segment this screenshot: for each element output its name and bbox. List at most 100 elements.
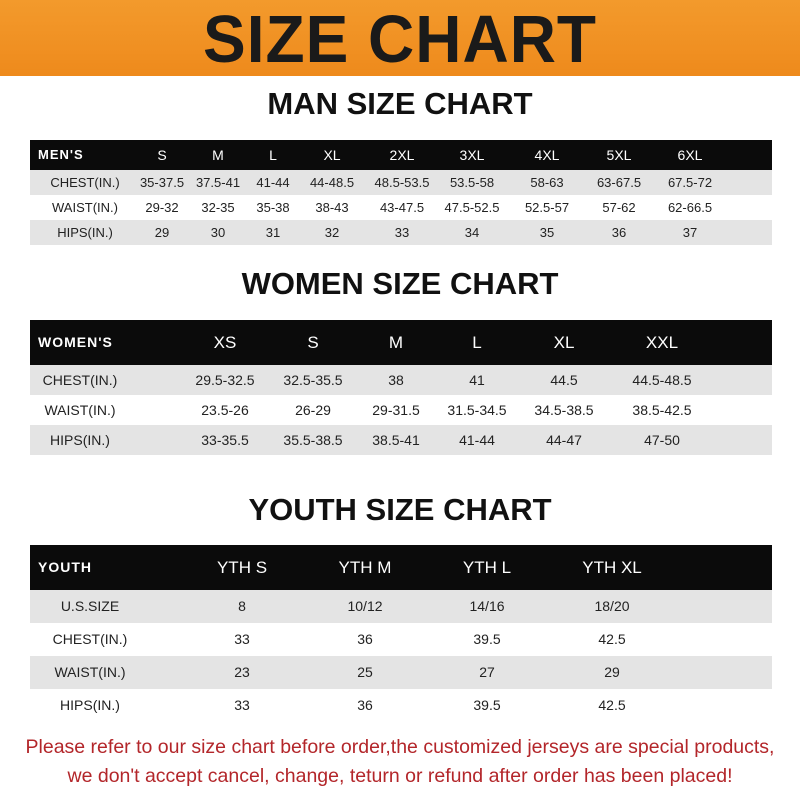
size-value: 35 [539, 225, 555, 240]
size-header: XL [323, 147, 341, 163]
size-value: 36 [357, 631, 373, 647]
size-value: 36 [611, 225, 627, 240]
size-value: 38.5-41 [372, 432, 420, 448]
size-value: 35.5-38.5 [283, 432, 343, 448]
size-value: 10/12 [347, 598, 383, 614]
table-header-row: MEN'S S M L XL 2XL 3XL 4XL 5XL 6XL [30, 140, 772, 170]
size-value: 14/16 [469, 598, 505, 614]
table-group-label: YOUTH [38, 559, 92, 575]
size-value: 62-66.5 [667, 200, 713, 215]
banner-title: SIZE CHART [203, 1, 597, 77]
size-value: 44-47 [546, 432, 582, 448]
size-value: 8 [238, 598, 246, 614]
size-header: L [472, 333, 482, 352]
banner: SIZE CHART [0, 0, 800, 77]
order-notice-line-1: Please refer to our size chart before or… [25, 736, 775, 758]
size-value: 33 [234, 631, 250, 647]
size-value: 36 [357, 697, 373, 713]
size-value: 31 [265, 225, 281, 240]
table-row: CHEST(IN.) 33 36 39.5 42.5 [30, 623, 772, 656]
measurement-label: CHEST(IN.) [42, 372, 118, 388]
size-value: 32 [324, 225, 340, 240]
size-value: 41 [469, 372, 485, 388]
measurement-label: WAIST(IN.) [52, 200, 118, 215]
size-value: 58-63 [530, 175, 564, 190]
size-value: 47-50 [644, 432, 680, 448]
size-value: 37 [682, 225, 698, 240]
men-size-table: MEN'S S M L XL 2XL 3XL 4XL 5XL 6XL CHEST(IN.) 35-37… [30, 140, 772, 245]
size-value: 42.5 [598, 697, 626, 713]
size-value: 23.5-26 [201, 402, 249, 418]
measurement-label: CHEST(IN.) [52, 631, 128, 647]
size-header: 3XL [459, 147, 485, 163]
order-notice-line-2: we don't accept cancel, change, teturn o… [67, 765, 733, 787]
measurement-label: WAIST(IN.) [44, 402, 116, 418]
table-header-row: WOMEN'S XS S M L XL XXL [30, 320, 772, 365]
size-header: L [269, 147, 277, 163]
size-value: 37.5-41 [195, 175, 241, 190]
size-header: M [212, 147, 224, 163]
size-value: 48.5-53.5 [374, 175, 430, 190]
size-value: 42.5 [598, 631, 626, 647]
table-row: WAIST(IN.) 23 25 27 29 [30, 656, 772, 689]
size-header: YTH M [338, 558, 392, 577]
size-value: 43-47.5 [379, 200, 425, 215]
size-value: 29 [154, 225, 170, 240]
size-value: 39.5 [473, 697, 501, 713]
size-value: 29-32 [145, 200, 179, 215]
table-row: HIPS(IN.) 33 36 39.5 42.5 [30, 689, 772, 722]
table-row: WAIST(IN.) 23.5-26 26-29 29-31.5 31.5-34.5 34… [30, 395, 772, 425]
size-value: 33 [394, 225, 410, 240]
size-value: 27 [479, 664, 495, 680]
size-value: 44-48.5 [309, 175, 355, 190]
table-group-label: WOMEN'S [38, 334, 113, 350]
size-value: 44.5 [550, 372, 578, 388]
size-value: 41-44 [256, 175, 290, 190]
size-header: YTH L [462, 558, 512, 577]
size-value: 38-43 [315, 200, 349, 215]
size-value: 31.5-34.5 [447, 402, 507, 418]
size-header: XL [553, 333, 575, 352]
size-header: S [307, 333, 319, 352]
size-value: 34.5-38.5 [534, 402, 594, 418]
women-size-table: WOMEN'S XS S M L XL XXL CHEST(IN.) 29.5-32.5 32.5… [30, 320, 772, 455]
size-value: 26-29 [295, 402, 331, 418]
table-row: WAIST(IN.) 29-32 32-35 35-38 38-43 43-47.5 47.… [30, 195, 772, 220]
size-value: 25 [357, 664, 373, 680]
size-value: 44.5-48.5 [632, 372, 692, 388]
size-header: 2XL [389, 147, 415, 163]
size-value: 34 [464, 225, 480, 240]
size-value: 38.5-42.5 [632, 402, 692, 418]
size-value: 30 [210, 225, 226, 240]
women-section-title: WOMEN SIZE CHART [241, 266, 559, 301]
size-header: 4XL [534, 147, 560, 163]
table-row: HIPS(IN.) 29 30 31 32 33 34 35 36 37 [30, 220, 772, 245]
size-value: 32.5-35.5 [283, 372, 343, 388]
size-header: YTH S [216, 558, 268, 577]
size-header: YTH XL [582, 558, 642, 577]
measurement-label: HIPS(IN.) [50, 432, 110, 448]
measurement-label: WAIST(IN.) [54, 664, 126, 680]
men-section-title: MAN SIZE CHART [267, 86, 533, 121]
size-value: 23 [234, 664, 250, 680]
measurement-label: CHEST(IN.) [50, 175, 120, 190]
table-row: HIPS(IN.) 33-35.5 35.5-38.5 38.5-41 41-44 44-… [30, 425, 772, 455]
youth-size-table: YOUTH YTH S YTH M YTH L YTH XL U.S.SIZE 8 10/12… [30, 545, 772, 722]
measurement-label: HIPS(IN.) [60, 697, 120, 713]
table-row: U.S.SIZE 8 10/12 14/16 18/20 [30, 590, 772, 623]
size-header: XS [213, 333, 237, 352]
size-value: 41-44 [459, 432, 495, 448]
size-header: 5XL [606, 147, 632, 163]
measurement-label: U.S.SIZE [60, 598, 120, 614]
size-value: 67.5-72 [667, 175, 713, 190]
size-value: 18/20 [594, 598, 630, 614]
size-value: 33 [234, 697, 250, 713]
size-header: S [157, 147, 167, 163]
table-group-label: MEN'S [38, 147, 84, 162]
table-row: CHEST(IN.) 29.5-32.5 32.5-35.5 38 41 44.5 44.5… [30, 365, 772, 395]
size-value: 63-67.5 [596, 175, 642, 190]
size-value: 29-31.5 [372, 402, 420, 418]
size-value: 39.5 [473, 631, 501, 647]
size-value: 57-62 [602, 200, 636, 215]
table-row: CHEST(IN.) 35-37.5 37.5-41 41-44 44-48.5 48.5… [30, 170, 772, 195]
